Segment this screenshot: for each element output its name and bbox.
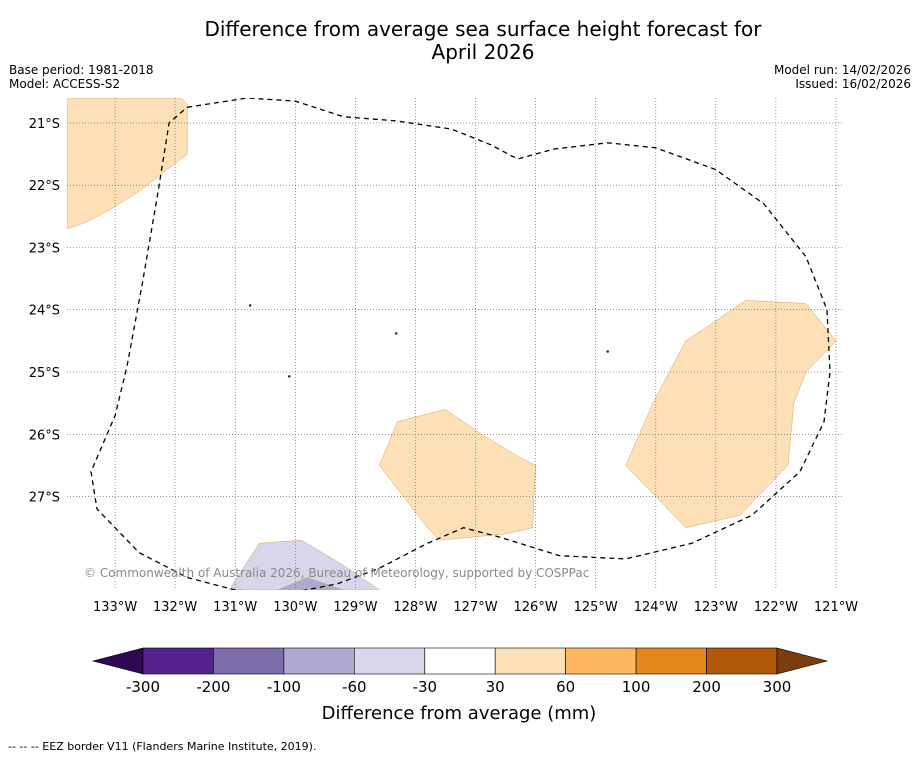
colorbar-tick-label: 100 — [622, 678, 651, 696]
map-area: © Commonwealth of Australia 2026, Bureau… — [67, 98, 842, 590]
copyright-text: © Commonwealth of Australia 2026, Bureau… — [84, 566, 589, 580]
colorbar-tick-label: 200 — [692, 678, 721, 696]
colorbar-bin — [424, 647, 496, 675]
latitude-tick-label: 21°S — [29, 117, 60, 132]
longitude-tick-label: 126°W — [514, 600, 558, 615]
island-small-east — [606, 350, 609, 353]
longitude-tick-label: 128°W — [393, 600, 437, 615]
longitude-tick-label: 123°W — [694, 600, 738, 615]
longitude-labels: 133°W 132°W 131°W 130°W 129°W 128°W 127°W 126°W… — [93, 600, 858, 615]
title-line-2: April 2026 — [431, 40, 535, 64]
colorbar-bin — [353, 647, 425, 675]
model-text: Model: ACCESS-S2 — [9, 77, 121, 91]
longitude-tick-label: 121°W — [814, 600, 858, 615]
meta-right: Model run: 14/02/2026 Issued: 16/02/2026 — [774, 63, 911, 91]
colorbar-bin — [213, 647, 285, 675]
graticule — [67, 98, 842, 590]
anomaly-region-east — [625, 300, 837, 528]
colorbar-bin — [283, 647, 355, 675]
longitude-tick-label: 125°W — [574, 600, 618, 615]
chart-title: Difference from average sea surface heig… — [0, 18, 919, 64]
colorbar-title: Difference from average (mm) — [322, 703, 597, 724]
eez-footnote: -- -- -- EEZ border V11 (Flanders Marine… — [8, 740, 317, 753]
island-small-south — [288, 375, 291, 378]
colorbar-bin — [565, 647, 637, 675]
colorbar-tick-label: 300 — [763, 678, 792, 696]
model-run-text: Model run: 14/02/2026 — [773, 63, 911, 77]
latitude-tick-label: 22°S — [29, 179, 60, 194]
eez-border-line — [90, 98, 831, 590]
anomaly-region-northwest — [67, 98, 188, 230]
latitude-labels: 21°S 22°S 23°S 24°S 25°S 26°S 27°S — [29, 117, 60, 506]
latitude-tick-label: 24°S — [29, 304, 60, 319]
longitude-tick-label: 131°W — [213, 600, 257, 615]
anomaly-region-central — [379, 409, 536, 541]
latitude-tick-label: 26°S — [29, 428, 60, 443]
longitude-tick-label: 133°W — [93, 600, 137, 615]
colorbar-bin — [494, 647, 566, 675]
colorbar-tick-label: -100 — [267, 678, 301, 696]
colorbar-bin — [635, 647, 707, 675]
colorbar-tick-label: -30 — [413, 678, 438, 696]
longitude-tick-label: 124°W — [634, 600, 678, 615]
anomaly-region-south-light — [228, 539, 380, 590]
colorbar: -300 -200 -100 -60 -30 30 60 100 200 300 — [91, 647, 829, 696]
colorbar-tick-label: -300 — [126, 678, 160, 696]
longitude-tick-label: 122°W — [754, 600, 798, 615]
island-small-west — [248, 304, 252, 307]
longitude-tick-label: 127°W — [453, 600, 497, 615]
colorbar-bin — [706, 647, 778, 675]
latitude-tick-label: 23°S — [29, 242, 60, 257]
issued-text: Issued: 16/02/2026 — [795, 77, 911, 91]
colorbar-tick-label: 60 — [556, 678, 575, 696]
longitude-tick-label: 129°W — [333, 600, 377, 615]
colorbar-bin — [142, 647, 214, 675]
latitude-tick-label: 27°S — [29, 491, 60, 506]
meta-left: Base period: 1981-2018 Model: ACCESS-S2 — [9, 63, 154, 91]
colorbar-over-arrow — [776, 647, 829, 675]
island-pitcairn-area — [394, 332, 398, 335]
longitude-tick-label: 132°W — [153, 600, 197, 615]
anomaly-region-south-medium — [277, 577, 344, 590]
title-line-1: Difference from average sea surface heig… — [204, 17, 762, 41]
islands — [248, 304, 609, 378]
longitude-tick-label: 130°W — [273, 600, 317, 615]
colorbar-tick-label: 30 — [486, 678, 505, 696]
colorbar-tick-label: -60 — [342, 678, 367, 696]
anomaly-regions — [67, 98, 837, 590]
latitude-tick-label: 25°S — [29, 366, 60, 381]
colorbar-tick-label: -200 — [196, 678, 230, 696]
base-period-text: Base period: 1981-2018 — [9, 63, 154, 77]
colorbar-under-arrow — [91, 647, 144, 675]
